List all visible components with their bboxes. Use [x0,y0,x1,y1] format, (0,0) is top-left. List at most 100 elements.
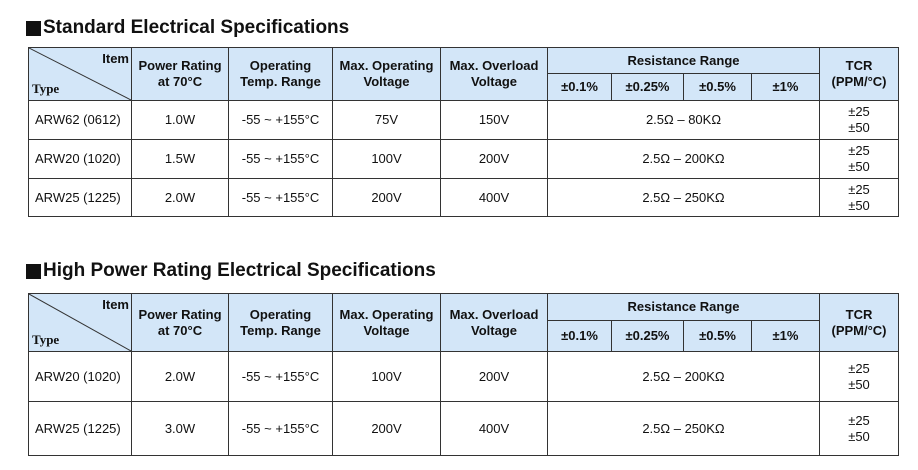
text-line: ±25 [848,143,870,158]
column-header: Power Rating at 70°C [131,293,229,352]
data-row: ARW62 (0612) 1.0W -55 ~ +155°C 75V 150V 2.5Ω … [28,100,899,140]
text-line: ±25 [848,360,870,376]
value-cell: 1.0W [131,100,229,140]
text-line: Max. Overload [449,306,539,322]
value-cell: -55 ~ +155°C [228,139,333,179]
value-cell: 2.0W [131,178,229,217]
text-line: at 70°C [157,322,203,338]
spec-table: Item Type Power Rating at 70°C Operating Temp… [28,293,899,456]
value-cell: -55 ~ +155°C [228,100,333,140]
resistance-cell: 2.5Ω – 250KΩ [547,178,820,217]
data-row: ARW20 (1020) 2.0W -55 ~ +155°C 100V 200V 2.5Ω… [28,351,899,402]
text-line: ±25 [848,412,870,428]
header-row: Item Type Power Rating at 70°C Operating Temp… [28,47,899,101]
type-cell: ARW25 (1225) [28,178,132,217]
text-line: ±50 [848,428,870,444]
text-line: Voltage [363,74,410,89]
title-text: Standard Electrical Specifications [43,17,350,38]
item-label: Item [102,297,129,312]
text-line: (PPM/°C) [831,322,887,338]
text-line: ±50 [848,376,870,392]
column-header: Power Rating at 70°C [131,47,229,101]
column-header: Operating Temp. Range [228,47,333,101]
value-cell: 100V [332,139,441,179]
tolerance-header: ±0.5% [683,320,752,352]
value-cell: 200V [440,139,548,179]
spec-table: Item Type Power Rating at 70°C Operating Temp… [28,47,899,217]
tolerance-header: ±0.1% [547,320,612,352]
text-line: TCR [845,306,873,322]
tolerance-header: ±0.25% [611,73,684,101]
tolerance-header: ±1% [751,320,820,352]
corner-cell: Item Type [28,47,132,101]
text-line: Power Rating [138,58,222,73]
resistance-header: Resistance Range [547,293,820,321]
resistance-cell: 2.5Ω – 200KΩ [547,139,820,179]
text-line: Voltage [471,74,517,89]
data-row: ARW25 (1225) 3.0W -55 ~ +155°C 200V 400V 2.5Ω… [28,401,899,456]
tcr-cell: ±25 ±50 [819,139,899,179]
type-label: Type [32,81,60,96]
data-row: ARW25 (1225) 2.0W -55 ~ +155°C 200V 400V 2.5Ω… [28,178,899,217]
column-header: Max. Operating Voltage [332,47,441,101]
text-line: Operating [249,306,312,322]
type-cell: ARW20 (1020) [28,139,132,179]
value-cell: 200V [332,178,441,217]
tcr-header: TCR (PPM/°C) [819,47,899,101]
text-line: Temp. Range [240,322,321,338]
type-label: Type [32,332,60,347]
tcr-cell: ±25 ±50 [819,100,899,140]
text-line: Max. Operating [339,58,434,73]
text-line: Temp. Range [240,74,321,89]
resistance-cell: 2.5Ω – 200KΩ [547,351,820,402]
section-title: Standard Electrical Specifications [26,17,349,39]
text-line: Max. Operating [339,306,434,322]
text-line: Max. Overload [449,58,539,73]
text-line: Operating [249,58,312,73]
tcr-cell: ±25 ±50 [819,351,899,402]
resistance-header: Resistance Range [547,47,820,74]
resistance-cell: 2.5Ω – 250KΩ [547,401,820,456]
column-header: Max. Overload Voltage [440,293,548,352]
value-cell: -55 ~ +155°C [228,401,333,456]
text-line: Voltage [363,322,410,338]
value-cell: 400V [440,401,548,456]
title-square [26,263,41,279]
value-cell: 100V [332,351,441,402]
resistance-cell: 2.5Ω – 80KΩ [547,100,820,140]
tcr-header: TCR (PPM/°C) [819,293,899,352]
text-line: ±25 [848,181,870,197]
value-cell: 75V [332,100,441,140]
tolerance-header: ±1% [751,73,820,101]
header-row: ±0.1% ±0.25% ±0.5% ±1% [29,320,899,352]
section-title: High Power Rating Electrical Specificati… [26,260,436,282]
header-row: Item Type Power Rating at 70°C Operating Temp… [28,293,899,352]
type-cell: ARW20 (1020) [28,351,132,402]
tcr-cell: ±25 ±50 [819,178,899,217]
value-cell: 400V [440,178,548,217]
text-line: (PPM/°C) [831,74,887,89]
tolerance-header: ±0.5% [683,73,752,101]
value-cell: 3.0W [131,401,229,456]
type-cell: ARW25 (1225) [28,401,132,456]
value-cell: 200V [440,351,548,402]
text-line: ±50 [848,120,870,135]
column-header: Max. Operating Voltage [332,293,441,352]
value-cell: 2.0W [131,351,229,402]
text-line: Power Rating [138,306,222,322]
item-label: Item [102,51,129,66]
value-cell: -55 ~ +155°C [228,351,333,402]
text-line: Voltage [471,322,517,338]
title-text: High Power Rating Electrical Specificati… [43,260,436,281]
data-row: ARW20 (1020) 1.5W -55 ~ +155°C 100V 200V 2.5Ω… [28,139,899,179]
title-square [26,20,41,36]
text-line: ±25 [848,104,870,119]
tolerance-header: ±0.1% [547,73,612,101]
value-cell: 200V [332,401,441,456]
tcr-cell: ±25 ±50 [819,401,899,456]
tolerance-header: ±0.25% [611,320,684,352]
column-header: Operating Temp. Range [228,293,333,352]
diagonal [29,294,131,351]
text-line: TCR [845,58,873,73]
value-cell: -55 ~ +155°C [228,178,333,217]
